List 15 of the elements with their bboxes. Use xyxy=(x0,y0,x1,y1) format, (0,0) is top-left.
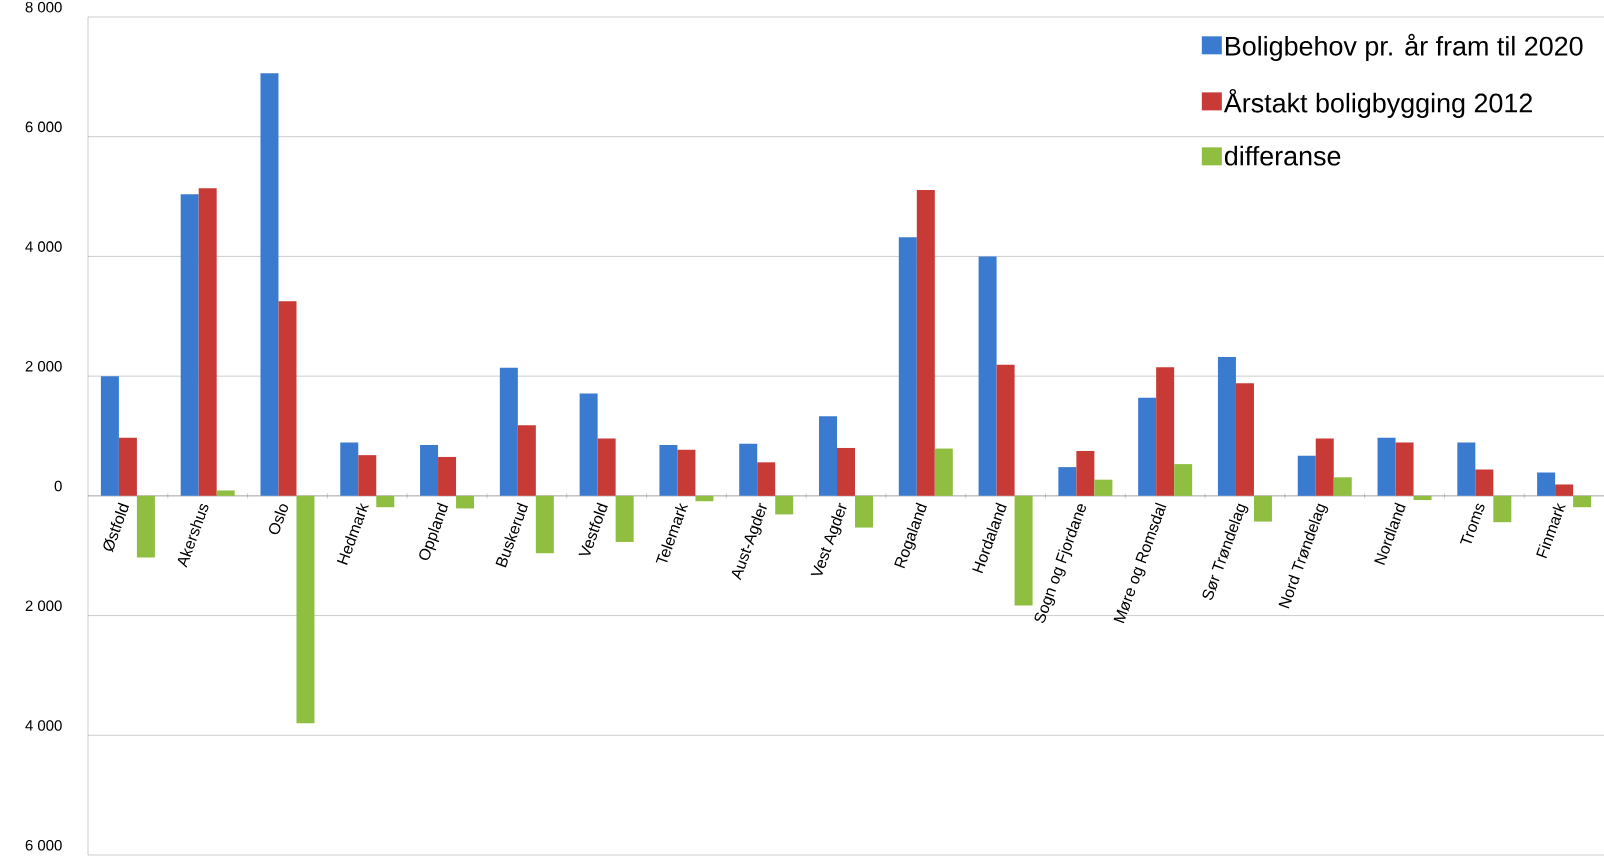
legend-label: Årstakt boligbygging 2012 xyxy=(1223,88,1532,118)
legend-label: differanse xyxy=(1224,145,1341,166)
y-tick-label: 6 000 xyxy=(25,839,62,851)
x-tick-label: Troms xyxy=(1459,503,1485,544)
y-tick-label: 2 000 xyxy=(25,600,62,612)
x-tick-label: Oslo xyxy=(269,504,288,535)
y-tick-label: 2 000 xyxy=(25,361,62,372)
y-tick-label: 4 000 xyxy=(25,720,62,731)
x-tick-label: Østfold xyxy=(103,502,130,553)
y-tick-label: 0 xyxy=(54,480,62,492)
x-tick-label: Vest Agder xyxy=(810,502,847,575)
y-tick-label: 6 000 xyxy=(25,121,62,133)
y-tick-label: 4 000 xyxy=(25,241,62,252)
legend-label: Boligbehov pr. år fram til 2020 xyxy=(1226,33,1583,61)
y-tick-label: 8 000 xyxy=(25,1,62,13)
